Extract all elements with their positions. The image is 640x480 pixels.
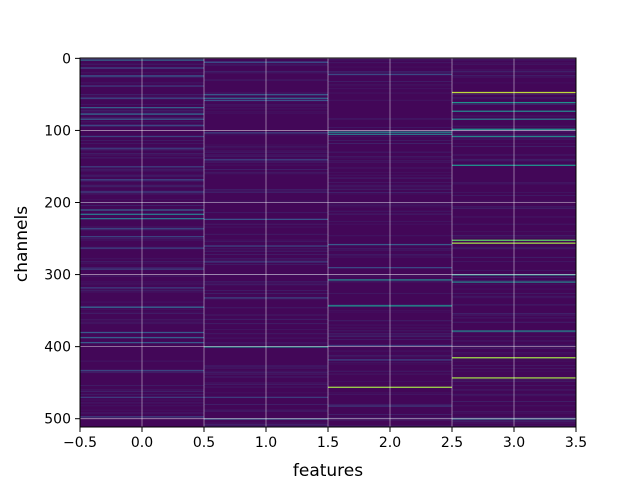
x-tick-label: 1.5	[317, 435, 339, 451]
x-tick-label: 2.5	[441, 435, 463, 451]
y-tick-label: 100	[44, 123, 71, 139]
x-axis-ticks: −0.5 0.0 0.5 1.0 1.5 2.0 2.5 3.0 3.5	[63, 427, 587, 451]
x-tick-label: 0.5	[193, 435, 215, 451]
x-tick-label: 0.0	[131, 435, 153, 451]
x-tick-label: 3.0	[503, 435, 525, 451]
y-tick-label: 300	[44, 268, 71, 284]
y-axis-ticks: 0 100 200 300 400 500	[44, 51, 80, 428]
y-tick-label: 400	[44, 340, 71, 356]
y-tick-label: 0	[62, 51, 71, 67]
x-tick-label: 1.0	[255, 435, 277, 451]
x-tick-label: 2.0	[379, 435, 401, 451]
x-axis-label: features	[293, 461, 363, 480]
y-axis-label: channels	[12, 206, 32, 282]
y-tick-label: 200	[44, 196, 71, 212]
x-tick-label: 3.5	[565, 435, 587, 451]
y-tick-label: 500	[44, 412, 71, 428]
x-tick-label: −0.5	[63, 435, 97, 451]
